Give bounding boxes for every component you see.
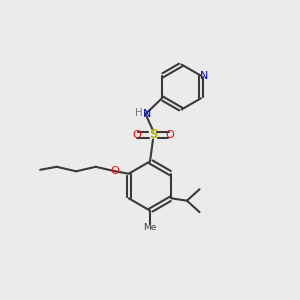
Text: H: H [135, 108, 142, 118]
Text: N: N [143, 109, 151, 119]
Text: N: N [200, 71, 208, 81]
Text: O: O [165, 130, 174, 140]
Text: S: S [149, 128, 157, 142]
Text: O: O [132, 130, 141, 140]
Text: Me: Me [143, 223, 157, 232]
Text: O: O [111, 166, 120, 176]
